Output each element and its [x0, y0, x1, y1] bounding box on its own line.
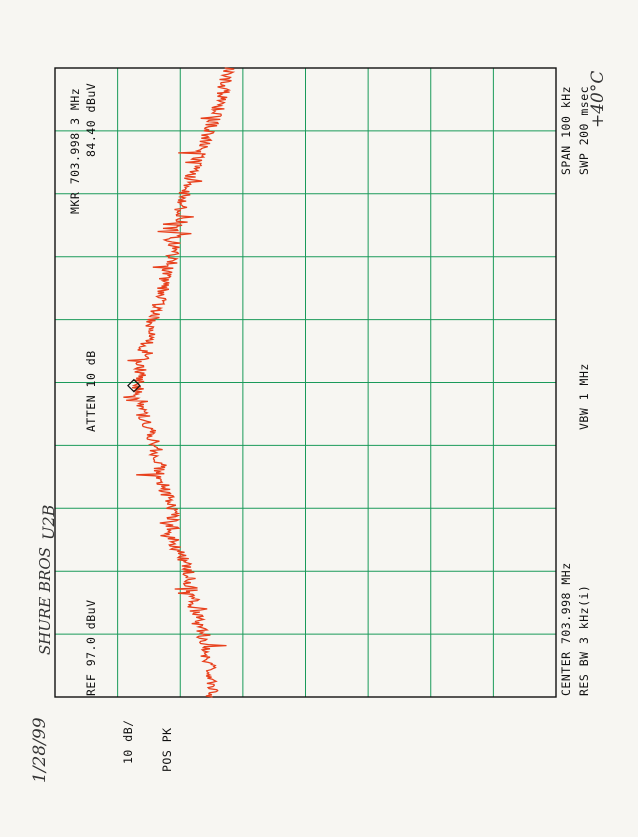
grid	[55, 68, 556, 697]
marker-freq-label: MKR 703.998 3 MHz	[68, 87, 82, 214]
marker-diamond	[127, 378, 141, 393]
res-bw-label: RES BW 3 kHz(i)	[577, 584, 591, 696]
detector-label: POS PK	[160, 727, 174, 772]
span-label: SPAN 100 kHz	[559, 85, 573, 175]
handwritten-temperature: +40°C	[588, 70, 608, 128]
vbw-label: VBW 1 MHz	[577, 363, 591, 430]
trace-line	[123, 67, 236, 698]
handwritten-date: 1/28/99	[30, 717, 50, 783]
center-freq-label: CENTER 703.998 MHz	[559, 562, 573, 696]
ref-level-label: REF 97.0 dBuV	[84, 599, 98, 696]
handwritten-device: SHURE BROS	[36, 547, 54, 655]
scale-label: 10 dB/	[121, 719, 135, 764]
atten-label: ATTEN 10 dB	[84, 350, 98, 432]
handwritten-model: U2B	[39, 504, 58, 540]
plot-border	[54, 67, 557, 698]
marker-level-label: 84.40 dBuV	[84, 82, 98, 157]
